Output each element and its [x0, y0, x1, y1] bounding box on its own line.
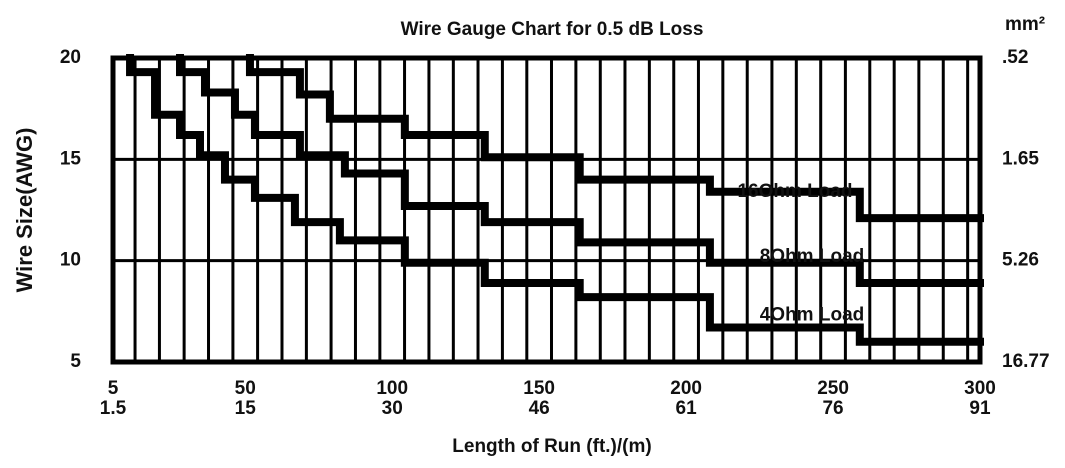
- x-tick-label: 50: [235, 378, 256, 399]
- y2-tick-label: 1.65: [1002, 148, 1039, 169]
- x-tick-label: 300: [964, 378, 996, 399]
- x-tick-label-m: 30: [382, 398, 403, 419]
- x-tick-label-m: 15: [235, 398, 257, 419]
- y-axis-label: Wire Size(AWG): [12, 128, 37, 293]
- y2-tick-label: .52: [1002, 47, 1028, 68]
- y-tick-label: 10: [60, 250, 81, 271]
- plot-border: [110, 55, 983, 365]
- step-line: [245, 54, 984, 223]
- y2-tick-label: 16.77: [1002, 351, 1050, 372]
- series-label: 8Ohm Load: [760, 246, 865, 267]
- x-tick-label-m: 1.5: [100, 398, 127, 419]
- x-tick-label: 200: [670, 378, 702, 399]
- x-tick-label-m: 91: [969, 398, 991, 419]
- x-tick-label: 250: [817, 378, 849, 399]
- y2-axis-label: mm²: [1005, 14, 1045, 35]
- x-tick-label: 5: [108, 378, 119, 399]
- x-tick-label: 150: [523, 378, 555, 399]
- step-line: [176, 54, 984, 287]
- x-axis-label: Length of Run (ft.)/(m): [452, 436, 651, 457]
- y-tick-label: 5: [70, 351, 81, 372]
- chart-title: Wire Gauge Chart for 0.5 dB Loss: [401, 19, 704, 40]
- y-tick-label: 20: [60, 47, 81, 68]
- x-tick-label-m: 76: [822, 398, 843, 419]
- step-line: [126, 54, 984, 346]
- x-tick-label-m: 46: [529, 398, 550, 419]
- y2-tick-label: 5.26: [1002, 250, 1039, 271]
- x-tick-label-m: 61: [676, 398, 698, 419]
- y-tick-label: 15: [60, 148, 82, 169]
- series-label: 4Ohm Load: [760, 305, 865, 326]
- x-tick-label: 100: [376, 378, 408, 399]
- series-label: 16Ohm Load: [737, 181, 852, 202]
